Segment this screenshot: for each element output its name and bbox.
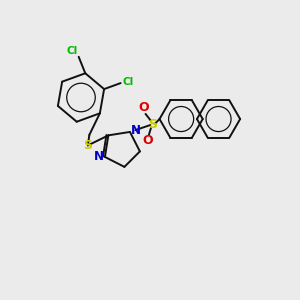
Text: S: S xyxy=(148,118,157,131)
Text: N: N xyxy=(131,124,141,137)
Text: N: N xyxy=(94,150,104,163)
Text: S: S xyxy=(83,139,92,152)
Text: O: O xyxy=(139,101,149,114)
Text: Cl: Cl xyxy=(122,76,134,87)
Text: Cl: Cl xyxy=(66,46,78,56)
Text: O: O xyxy=(142,134,153,147)
